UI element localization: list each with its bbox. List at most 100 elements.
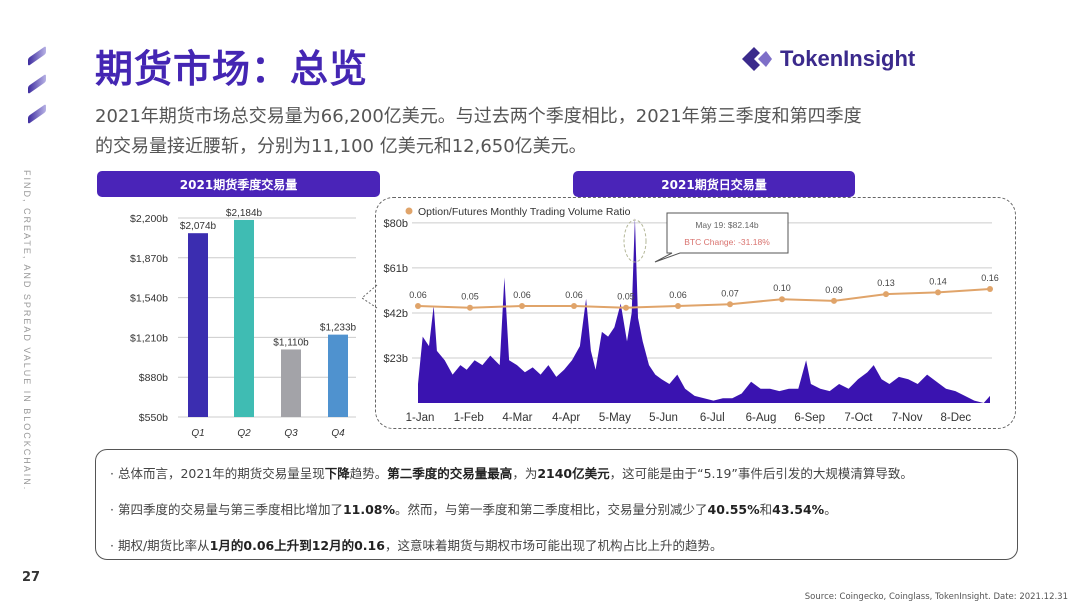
ratio-point — [415, 303, 421, 309]
note-item: · 期权/期货比率从1月的0.06上升到12月的0.16，这意味着期货与期权市场… — [110, 535, 722, 554]
bar-q2 — [234, 219, 254, 417]
tokeninsight-logo-icon — [742, 47, 772, 71]
tooltip-line2: BTC Change: -31.18% — [684, 237, 770, 247]
ratio-point — [623, 304, 629, 311]
note-emphasis: 40.55% — [707, 502, 760, 517]
note-item: · 第四季度的交易量与第三季度相比增加了11.08%。然而，与第一季度和第二季度… — [110, 499, 837, 518]
note-emphasis: 下降 — [324, 466, 350, 481]
annotation-tooltip — [654, 212, 789, 263]
x-tick-label: 5-Jun — [649, 412, 678, 424]
x-tick-label: 1-Jan — [406, 412, 435, 424]
ratio-point — [987, 286, 993, 292]
note-item: · 总体而言，2021年的期货交易量呈现下降趋势。第二季度的交易量最高，为214… — [110, 463, 913, 482]
ratio-point — [675, 303, 681, 309]
ratio-point — [779, 296, 785, 303]
note-text: · 总体而言，2021年的期货交易量呈现 — [110, 466, 325, 481]
ratio-point — [467, 304, 473, 311]
y-tick-label: $1,870b — [130, 253, 168, 265]
y-tick-label: $61b — [384, 263, 408, 275]
subtitle-line: 2021年期货市场总交易量为66,200亿美元。与过去两个季度相比，2021年第… — [95, 106, 862, 127]
y-tick-label: $2,200b — [130, 213, 168, 225]
daily-chart-header: 2021期货日交易量 — [573, 171, 855, 197]
x-tick-label: 6-Jul — [700, 412, 725, 424]
note-text: 和 — [759, 502, 773, 517]
note-text: · 第四季度的交易量与第三季度相比增加了 — [110, 502, 343, 517]
peak-highlight-ellipse — [623, 219, 647, 263]
ratio-point — [727, 301, 733, 308]
bar-q1 — [188, 233, 208, 417]
volume-area — [418, 217, 990, 403]
note-text: 趋势。 — [349, 466, 388, 481]
ratio-data-label: 0.14 — [929, 276, 947, 286]
x-tick-label: Q3 — [284, 428, 298, 439]
bar-data-label: $2,184b — [226, 208, 263, 219]
ratio-data-label: 0.06 — [409, 290, 427, 300]
note-text: ，这意味着期货与期权市场可能出现了机构占比上升的趋势。 — [384, 538, 723, 553]
source-note: Source: Coingecko, Coinglass, TokenInsig… — [804, 592, 1068, 602]
logo-text: TokenInsight — [780, 46, 916, 71]
bar-q3 — [281, 349, 301, 417]
page-number: 27 — [22, 570, 41, 585]
note-emphasis: 2140亿美元 — [537, 466, 610, 481]
ratio-data-label: 0.06 — [669, 290, 687, 300]
ratio-point — [519, 303, 525, 309]
notes-box: · 总体而言，2021年的期货交易量呈现下降趋势。第二季度的交易量最高，为214… — [95, 449, 1018, 560]
y-tick-label: $23b — [384, 353, 408, 365]
bar-data-label: $1,233b — [320, 323, 357, 334]
tooltip-line1: May 19: $82.14b — [695, 220, 759, 230]
x-tick-label: 7-Nov — [892, 412, 923, 424]
ratio-data-label: 0.16 — [981, 273, 999, 283]
ratio-data-label: 0.07 — [721, 288, 739, 298]
ratio-data-label: 0.10 — [773, 283, 791, 293]
ratio-point — [883, 291, 889, 298]
y-tick-label: $80b — [384, 218, 408, 230]
note-text: 。然而，与第一季度和第二季度相比，交易量分别减少了 — [395, 502, 708, 517]
ratio-point — [571, 303, 577, 309]
bar-data-label: $1,110b — [273, 337, 309, 348]
legend-marker-icon — [405, 207, 413, 215]
callout-pointer — [361, 284, 378, 309]
y-tick-label: $550b — [139, 412, 168, 424]
note-emphasis: 11.08% — [342, 502, 396, 517]
note-text: 。 — [824, 502, 837, 517]
tagline: FIND, CREATE, AND SPREAD VALUE IN BLOCKC… — [22, 170, 32, 492]
x-tick-label: Q4 — [331, 428, 345, 439]
x-tick-label: 5-May — [599, 412, 631, 424]
ratio-data-label: 0.05 — [461, 292, 479, 302]
ratio-data-label: 0.13 — [877, 278, 895, 288]
note-emphasis: 第二季度的交易量最高 — [387, 466, 513, 481]
x-tick-label: Q2 — [237, 428, 251, 439]
bar-q4 — [328, 334, 348, 417]
ratio-data-label: 0.09 — [825, 285, 843, 295]
x-tick-label: 4-Mar — [502, 412, 532, 424]
x-tick-label: 6-Aug — [746, 412, 777, 424]
ratio-point — [935, 289, 941, 296]
x-tick-label: 4-Apr — [552, 412, 580, 424]
ratio-line — [417, 288, 991, 309]
y-tick-label: $1,540b — [130, 293, 168, 305]
note-emphasis: 1月的0.06上升到12月的0.16 — [209, 538, 385, 553]
x-tick-label: Q1 — [191, 428, 204, 439]
x-tick-label: 1-Feb — [454, 412, 484, 424]
x-tick-label: 7-Oct — [844, 412, 873, 424]
subtitle-line: 的交易量接近腰斩，分别为11,100 亿美元和12,650亿美元。 — [95, 136, 587, 157]
y-tick-label: $1,210b — [130, 332, 168, 344]
ratio-data-label: 0.05 — [617, 292, 635, 302]
ratio-data-label: 0.06 — [565, 290, 583, 300]
note-text: · 期权/期货比率从 — [110, 538, 210, 553]
page-title: 期货市场：总览 — [95, 47, 369, 91]
bar-data-label: $2,074b — [180, 221, 217, 232]
quarterly-chart-header: 2021期货季度交易量 — [97, 171, 380, 197]
ratio-point — [831, 297, 837, 304]
note-text: ，为 — [512, 466, 538, 481]
legend-label: Option/Futures Monthly Trading Volume Ra… — [418, 206, 631, 218]
daily-chart-frame — [375, 197, 1016, 429]
note-emphasis: 43.54% — [772, 502, 825, 517]
x-tick-label: 8-Dec — [941, 412, 972, 424]
y-tick-label: $880b — [139, 372, 168, 384]
logo: TokenInsight — [740, 44, 915, 74]
x-tick-label: 6-Sep — [794, 412, 825, 424]
ratio-data-label: 0.06 — [513, 290, 531, 300]
note-text: ，这可能是由于“5.19”事件后引发的大规模清算导致。 — [609, 466, 913, 481]
